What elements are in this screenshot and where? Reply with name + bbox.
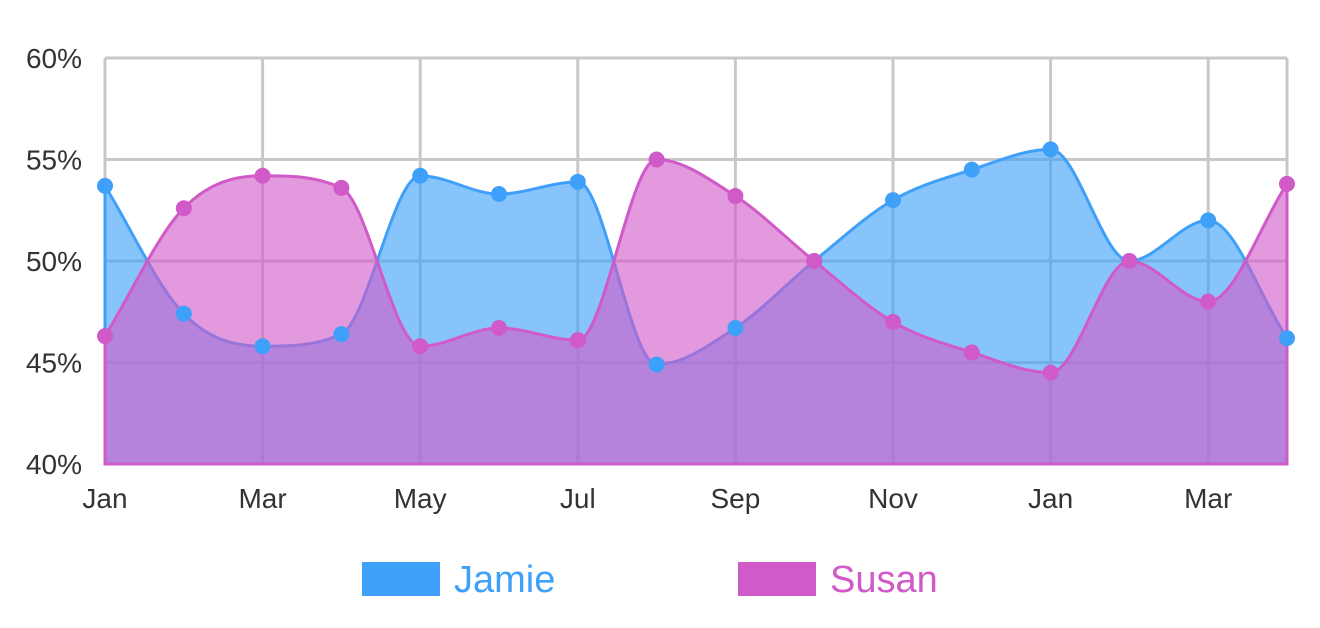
- x-tick-label: Jan: [82, 483, 127, 514]
- legend-item-jamie[interactable]: Jamie: [362, 559, 555, 601]
- point-susan[interactable]: [569, 332, 586, 349]
- y-tick-label: 55%: [26, 145, 82, 176]
- point-jamie[interactable]: [333, 326, 350, 343]
- point-jamie[interactable]: [569, 173, 586, 190]
- point-susan[interactable]: [254, 167, 271, 184]
- point-susan[interactable]: [175, 200, 192, 217]
- legend-label: Jamie: [454, 559, 555, 601]
- x-tick-label: Jul: [560, 483, 596, 514]
- point-susan[interactable]: [1121, 253, 1138, 269]
- point-susan[interactable]: [1279, 175, 1295, 192]
- y-tick-label: 60%: [26, 43, 82, 74]
- point-jamie[interactable]: [885, 192, 901, 209]
- point-susan[interactable]: [97, 328, 113, 345]
- point-jamie[interactable]: [648, 356, 665, 373]
- legend-label: Susan: [830, 559, 938, 601]
- x-axis-ticks: Jan Mar May Jul Sep Nov Jan Mar: [82, 483, 1232, 514]
- point-susan[interactable]: [806, 253, 823, 269]
- y-axis-ticks: 40% 45% 50% 55% 60%: [26, 43, 82, 480]
- y-tick-label: 50%: [26, 246, 82, 277]
- x-tick-label: Nov: [868, 483, 918, 514]
- point-susan[interactable]: [491, 319, 507, 336]
- series-areas: [103, 147, 1289, 466]
- point-jamie[interactable]: [1200, 212, 1217, 229]
- area-edge-susan: [103, 183, 1289, 466]
- point-jamie[interactable]: [412, 167, 429, 184]
- point-susan[interactable]: [1042, 364, 1059, 381]
- point-jamie[interactable]: [175, 305, 192, 322]
- point-jamie[interactable]: [727, 319, 744, 336]
- point-susan[interactable]: [1200, 293, 1217, 310]
- point-susan[interactable]: [648, 151, 665, 168]
- point-susan[interactable]: [412, 338, 429, 355]
- point-jamie[interactable]: [1042, 141, 1059, 158]
- point-jamie[interactable]: [254, 338, 271, 355]
- legend-swatch: [362, 562, 440, 596]
- area-susan: [105, 159, 1287, 464]
- point-jamie[interactable]: [963, 161, 980, 178]
- legend: Jamie Susan: [362, 559, 938, 601]
- point-susan[interactable]: [727, 188, 744, 205]
- point-susan[interactable]: [333, 179, 350, 196]
- x-tick-label: Jan: [1028, 483, 1073, 514]
- series-points: [97, 141, 1295, 381]
- point-susan[interactable]: [885, 313, 901, 330]
- x-tick-label: Mar: [238, 483, 286, 514]
- y-tick-label: 40%: [26, 449, 82, 480]
- legend-swatch: [738, 562, 816, 596]
- legend-item-susan[interactable]: Susan: [738, 559, 938, 601]
- line-susan: [103, 157, 1289, 375]
- point-jamie[interactable]: [491, 186, 507, 203]
- point-jamie[interactable]: [97, 177, 113, 194]
- x-tick-label: Mar: [1184, 483, 1232, 514]
- point-susan[interactable]: [963, 344, 980, 361]
- x-tick-label: May: [394, 483, 447, 514]
- y-tick-label: 45%: [26, 348, 82, 379]
- x-tick-label: Sep: [710, 483, 760, 514]
- point-jamie[interactable]: [1279, 330, 1295, 347]
